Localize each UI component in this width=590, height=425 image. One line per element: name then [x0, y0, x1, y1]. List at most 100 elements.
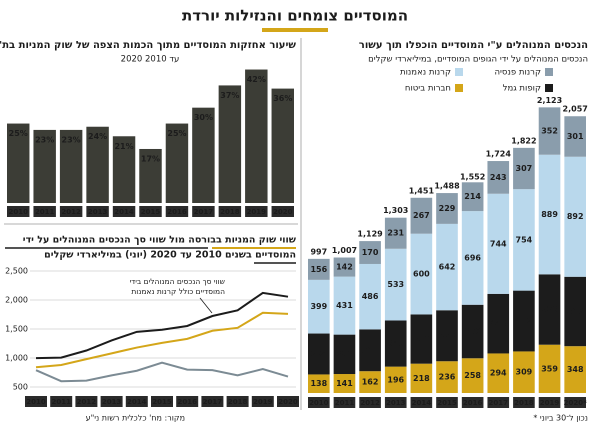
x-tick-label: 2015 — [437, 399, 457, 407]
x-tick-label: 2016 — [463, 399, 483, 407]
bar-segment — [513, 290, 535, 352]
year-box — [226, 396, 249, 407]
footnote: * נכון ל־30 ביוני — [533, 414, 588, 423]
value-label: 243 — [490, 173, 507, 182]
year-box — [271, 206, 294, 217]
bar-segment — [564, 346, 586, 393]
year-box — [384, 397, 407, 408]
bar-segment — [436, 310, 458, 362]
source: מקור: מח' כלכלית רשות ני"ע — [86, 414, 185, 423]
x-tick-label: 2017 — [194, 208, 214, 216]
x-tick-label: 2018 — [514, 399, 534, 407]
total-label: 1,007 — [332, 246, 357, 255]
x-tick-label: 2010 — [309, 399, 329, 407]
value-label: 696 — [464, 253, 481, 262]
x-tick-label: 2018 — [220, 208, 240, 216]
bar-segment — [410, 233, 433, 315]
value-label: 523 — [541, 305, 558, 314]
x-tick-label: 2012 — [360, 399, 380, 407]
value-label: 600 — [413, 270, 430, 279]
value-label: 37% — [220, 91, 239, 100]
value-label: 343 — [387, 339, 404, 348]
line — [35, 291, 289, 360]
chart-subtitle: 2020 עד 2010 — [121, 55, 180, 65]
value-label: 141 — [336, 379, 353, 388]
value-label: 892 — [567, 212, 584, 221]
year-box — [192, 206, 215, 217]
value-label: 156 — [310, 265, 327, 274]
bar-segment — [461, 211, 484, 305]
line — [35, 361, 289, 383]
bar — [33, 129, 56, 203]
x-tick-label: 2017 — [489, 399, 509, 407]
x-tick-label: 2014 — [412, 399, 432, 407]
x-tick-label: 2020* — [564, 399, 587, 407]
value-label: 348 — [567, 365, 584, 374]
value-label: 533 — [387, 280, 404, 289]
total-label: 1,822 — [511, 136, 536, 145]
bar-segment — [359, 329, 381, 372]
bar-segment — [436, 223, 458, 311]
legend-label: קופות גמל — [503, 84, 541, 94]
year-box — [436, 397, 458, 408]
value-label: 642 — [439, 263, 456, 272]
bar-segment — [436, 193, 458, 224]
value-label: 25% — [167, 129, 186, 138]
value-label: 36% — [273, 94, 292, 103]
value-label: 754 — [516, 235, 533, 244]
bar-segment — [538, 107, 561, 155]
x-tick-label: 2017 — [203, 398, 223, 406]
bar — [59, 129, 83, 203]
value-label: 379 — [439, 331, 456, 340]
bar — [112, 136, 136, 203]
bar-segment — [384, 217, 407, 249]
bar-segment — [513, 189, 535, 291]
year-box — [7, 206, 30, 217]
total-label: 1,488 — [434, 181, 460, 190]
bar — [165, 123, 189, 203]
x-tick-label: 2011 — [51, 398, 71, 406]
year-box — [201, 396, 224, 407]
legend-swatch — [545, 84, 553, 92]
x-tick-label: 2013 — [386, 399, 406, 407]
bar-segment — [436, 361, 458, 393]
year-box — [151, 396, 173, 407]
year-box — [333, 397, 356, 408]
bar — [192, 107, 215, 203]
value-label: 23% — [62, 135, 81, 144]
total-label: 1,552 — [460, 173, 485, 182]
total-label: 2,123 — [537, 96, 562, 105]
value-label: 366 — [413, 335, 430, 344]
series-annotation: המוסדיים כולל קרנות נאמנות — [131, 287, 225, 296]
value-label: 258 — [464, 371, 481, 380]
year-box — [245, 206, 268, 217]
year-box — [59, 206, 83, 217]
total-label: 997 — [310, 247, 327, 256]
value-label: 229 — [439, 204, 456, 213]
legend-label: קרנות נאמנות — [400, 68, 451, 78]
legend-label: חברות ביטוח — [405, 84, 451, 94]
bar-segment — [487, 293, 510, 354]
legend-swatch — [455, 68, 463, 76]
value-label: 236 — [439, 373, 456, 382]
value-label: 25% — [9, 129, 28, 138]
x-tick-label: 2019 — [253, 398, 273, 406]
y-tick-label: 2,500 — [5, 267, 28, 276]
value-label: 443 — [490, 319, 507, 328]
bar-segment — [487, 193, 510, 294]
year-box — [308, 397, 330, 408]
bar-segment — [564, 156, 586, 277]
bar-segment — [384, 320, 407, 367]
value-label: 311 — [362, 346, 379, 355]
bar-segment — [487, 353, 510, 393]
x-tick-label: 2020 — [278, 398, 298, 406]
line — [35, 311, 289, 369]
bar — [139, 148, 162, 203]
value-label: 214 — [464, 192, 481, 201]
bar-segment — [410, 197, 433, 234]
bar-segment — [461, 182, 484, 212]
title-accent — [262, 28, 328, 32]
value-label: 138 — [310, 379, 327, 388]
bar-segment — [538, 274, 561, 345]
x-tick-label: 2010 — [8, 208, 28, 216]
